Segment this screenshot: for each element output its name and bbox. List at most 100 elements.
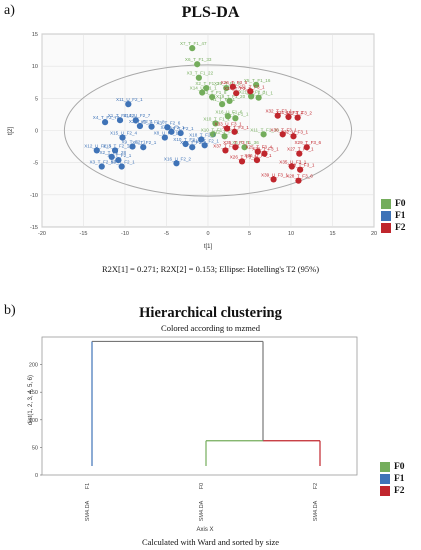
data-point-f0 — [241, 144, 248, 151]
data-point-f1 — [101, 119, 109, 126]
point-label: X3_T_F1_22 — [187, 71, 214, 76]
point-label: X14_U_F2_7 — [123, 113, 151, 118]
point-label: X35_T_F3_1 — [223, 140, 250, 145]
dendrogram-y-axis-label: dist(1, 2, 3, 4, 5, 6) — [28, 375, 34, 425]
data-point-f1 — [177, 129, 184, 137]
scatter-caption: R2X[1] = 0.271; R2X[2] = 0.153; Ellipse:… — [101, 264, 320, 274]
legend-swatch-f1 — [381, 211, 391, 221]
data-point-f0 — [219, 101, 226, 108]
x-tick-label: 5 — [248, 231, 251, 237]
x-tick-label: 0 — [206, 231, 209, 237]
point-label: X17_T_F2_1 — [192, 138, 219, 143]
point-label: X16_U_F1_6 — [215, 109, 243, 114]
x-tick-label: -10 — [121, 231, 129, 237]
dendro-legend-item-f0: F0 — [380, 461, 405, 473]
point-label: X28_T_F3_6 — [286, 174, 313, 179]
data-point-f2 — [295, 177, 302, 184]
dendro-legend-swatch-f2 — [380, 486, 390, 496]
dendrogram-subtitle: Colored according to mzmed — [161, 323, 260, 333]
data-point-f1 — [98, 163, 105, 170]
data-point-f2 — [247, 88, 254, 95]
point-label: X5_T_F1_16 — [244, 78, 271, 83]
x-tick-label: 10 — [288, 231, 294, 237]
y-tick-label: 0 — [35, 129, 38, 135]
point-label: X24_T_F3_1 — [224, 86, 251, 91]
point-label: X6_T_F1_33 — [185, 57, 212, 62]
point-label: X13_T_F1_8 — [200, 90, 227, 95]
data-point-f0 — [209, 93, 216, 101]
dendrogram-title: Hierarchical clustering — [139, 305, 282, 321]
point-label: X8_T_F2_1 — [107, 153, 131, 158]
data-point-f1 — [168, 128, 175, 135]
point-label: X12_U_F2_5 — [84, 143, 112, 148]
y-tick-label: 5 — [35, 96, 38, 102]
point-label: X2_T_F2_8 — [141, 120, 165, 125]
point-label: X7_T_F1_47 — [180, 41, 207, 46]
x-tick-label: 15 — [329, 231, 335, 237]
dendrogram-y-tick-label: 0 — [35, 473, 38, 479]
data-point-f1 — [125, 101, 132, 108]
y-tick-label: 15 — [32, 32, 38, 38]
data-point-f0 — [248, 93, 255, 100]
y-tick-label: -5 — [33, 161, 38, 167]
legend-label-f2: F2 — [395, 223, 406, 233]
dendrogram-frame — [41, 336, 358, 476]
point-label: X36_U_F3_1 — [244, 153, 272, 158]
data-point-f2 — [232, 144, 239, 151]
dendro-legend-swatch-f0 — [380, 462, 390, 472]
point-label: X18_T_F2_1 — [189, 133, 216, 138]
dendrogram-leaf-tick: SM4.DA — [85, 500, 91, 521]
data-point-f2 — [231, 128, 238, 135]
point-label: X2_T_F1_1 — [195, 81, 219, 86]
dendrogram-legend: F0 F1 F2 — [380, 461, 405, 497]
point-label: X5_T_F2_1 — [170, 126, 194, 131]
data-point-f1 — [189, 144, 196, 151]
dendrogram-leaf-label: F2 — [313, 483, 319, 489]
point-label: X7_T_F2_1 — [111, 160, 135, 165]
point-label: X2_T_F2_28 — [99, 150, 126, 155]
data-point-f1 — [173, 160, 180, 167]
dendro-legend-label-f0: F0 — [394, 462, 405, 472]
data-point-f1 — [201, 142, 208, 149]
data-point-f0 — [212, 120, 219, 127]
data-point-f2 — [303, 144, 310, 151]
point-label: X3_T_F2_6 — [156, 120, 180, 125]
hotelling-t2-ellipse — [63, 64, 353, 197]
dendrogram-leaf-label: F1 — [85, 483, 91, 489]
data-point-f2 — [279, 131, 286, 138]
y-tick-label: 10 — [32, 64, 38, 70]
data-point-f2 — [297, 166, 304, 173]
point-label: X39_U_F3_1 — [261, 172, 289, 177]
dendrogram-caption: Calculated with Ward and sorted by size — [141, 537, 279, 547]
data-point-f1 — [182, 140, 189, 148]
data-point-f1 — [148, 123, 155, 130]
point-label: X11_U_F2_1 — [116, 97, 143, 102]
data-point-f0 — [221, 133, 228, 140]
point-label: X25_T_F3_4 — [246, 145, 273, 150]
x-tick-label: -15 — [80, 231, 88, 237]
dendrogram-y-tick-label: 100 — [29, 418, 38, 424]
data-point-f1 — [132, 117, 139, 124]
legend-item-f0: F0 — [381, 198, 406, 210]
point-label: X32_T_F3_2 — [285, 111, 312, 116]
dendrogram-leaf-label: F0 — [199, 483, 205, 489]
dendro-legend-item-f2: F2 — [380, 485, 405, 497]
point-label: X1_T_F1_1 — [211, 97, 235, 102]
y-tick-label: -15 — [30, 225, 38, 231]
data-point-f1 — [161, 134, 168, 141]
y-axis-label: t[2] — [8, 127, 14, 136]
point-label: X2_T_F2_1 — [129, 119, 153, 124]
point-label: X26_T_F3_5 — [221, 80, 248, 85]
point-label: X10_T_F2_1 — [173, 137, 200, 142]
data-point-f0 — [199, 89, 206, 96]
data-point-f0 — [224, 113, 232, 120]
point-label: X32_T_F3_1 — [265, 109, 292, 114]
dendrogram-y-tick-label: 50 — [32, 445, 38, 451]
data-point-f2 — [229, 83, 236, 90]
x-tick-label: -20 — [38, 231, 46, 237]
point-label: X38_T_F3_1 — [252, 147, 279, 152]
point-label: X35_U_F3_1 — [279, 160, 307, 165]
legend-label-f1: F1 — [395, 211, 406, 221]
